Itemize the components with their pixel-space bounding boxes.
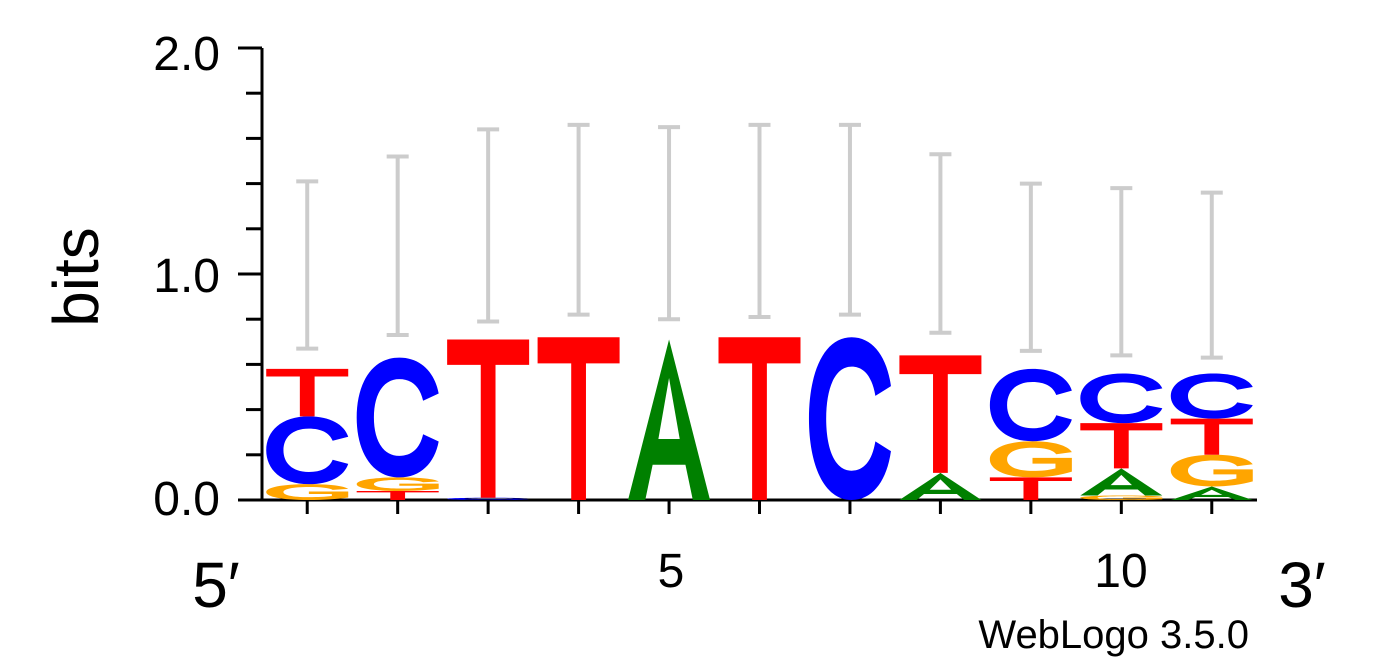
letter-C-pos-7 xyxy=(808,337,891,500)
error-bar-pos-7 xyxy=(838,122,861,317)
error-bar-pos-3 xyxy=(477,127,500,324)
letter-T-pos-1 xyxy=(266,368,349,417)
y-axis: 0.0 1.0 2.0 bits xyxy=(40,28,264,526)
letter-stacks xyxy=(266,337,1253,501)
error-bar-pos-9 xyxy=(1019,181,1042,353)
letter-G-pos-2 xyxy=(356,477,439,491)
letter-T-pos-3 xyxy=(447,339,530,498)
error-bar-pos-2 xyxy=(386,154,409,338)
x-axis-ticks xyxy=(305,500,1214,514)
letter-T-pos-10 xyxy=(1080,423,1163,469)
letter-A-pos-5 xyxy=(628,339,711,501)
error-bar-pos-5 xyxy=(658,125,681,322)
error-bar-pos-11 xyxy=(1200,190,1223,360)
letter-C-pos-10 xyxy=(1080,373,1163,424)
x-tick-label-10: 10 xyxy=(1094,545,1147,598)
letter-G-pos-11 xyxy=(1170,454,1253,487)
letter-T-pos-11 xyxy=(1170,418,1253,455)
x-tick-label-5: 5 xyxy=(658,545,685,598)
error-bar-pos-1 xyxy=(296,179,319,351)
letter-A-pos-10 xyxy=(1080,468,1163,496)
error-bar-pos-10 xyxy=(1110,186,1133,358)
weblogo-credit: WebLogo 3.5.0 xyxy=(978,613,1249,657)
letter-G-pos-10 xyxy=(1080,495,1163,500)
letter-T-pos-6 xyxy=(718,337,801,500)
letter-C-pos-3 xyxy=(447,497,530,500)
error-bars xyxy=(296,122,1223,360)
letter-T-pos-8 xyxy=(899,355,982,473)
y-tick-label-2: 2.0 xyxy=(153,28,220,81)
letter-T-pos-4 xyxy=(537,337,620,500)
letter-C-pos-2 xyxy=(356,357,439,478)
y-tick-label-1: 1.0 xyxy=(153,250,220,303)
letter-A-pos-11 xyxy=(1170,486,1253,500)
letter-T-pos-9 xyxy=(989,477,1072,500)
error-bar-pos-8 xyxy=(929,152,952,335)
letter-T-pos-2 xyxy=(356,490,439,500)
letter-G-pos-1 xyxy=(266,484,349,500)
y-tick-label-0: 0.0 xyxy=(153,473,220,526)
error-bar-pos-6 xyxy=(748,122,771,319)
y-axis-label: bits xyxy=(40,227,112,327)
three-prime-label: 3′ xyxy=(1278,549,1326,621)
letter-C-pos-9 xyxy=(989,368,1072,442)
five-prime-label: 5′ xyxy=(192,549,240,621)
x-axis: 5 10 5′ 3′ xyxy=(192,498,1326,621)
letter-C-pos-1 xyxy=(266,416,349,485)
y-axis-ticks xyxy=(238,46,262,502)
letter-A-pos-8 xyxy=(899,472,982,500)
letter-C-pos-11 xyxy=(1170,373,1253,419)
letter-G-pos-9 xyxy=(989,441,1072,478)
error-bar-pos-4 xyxy=(567,122,590,317)
